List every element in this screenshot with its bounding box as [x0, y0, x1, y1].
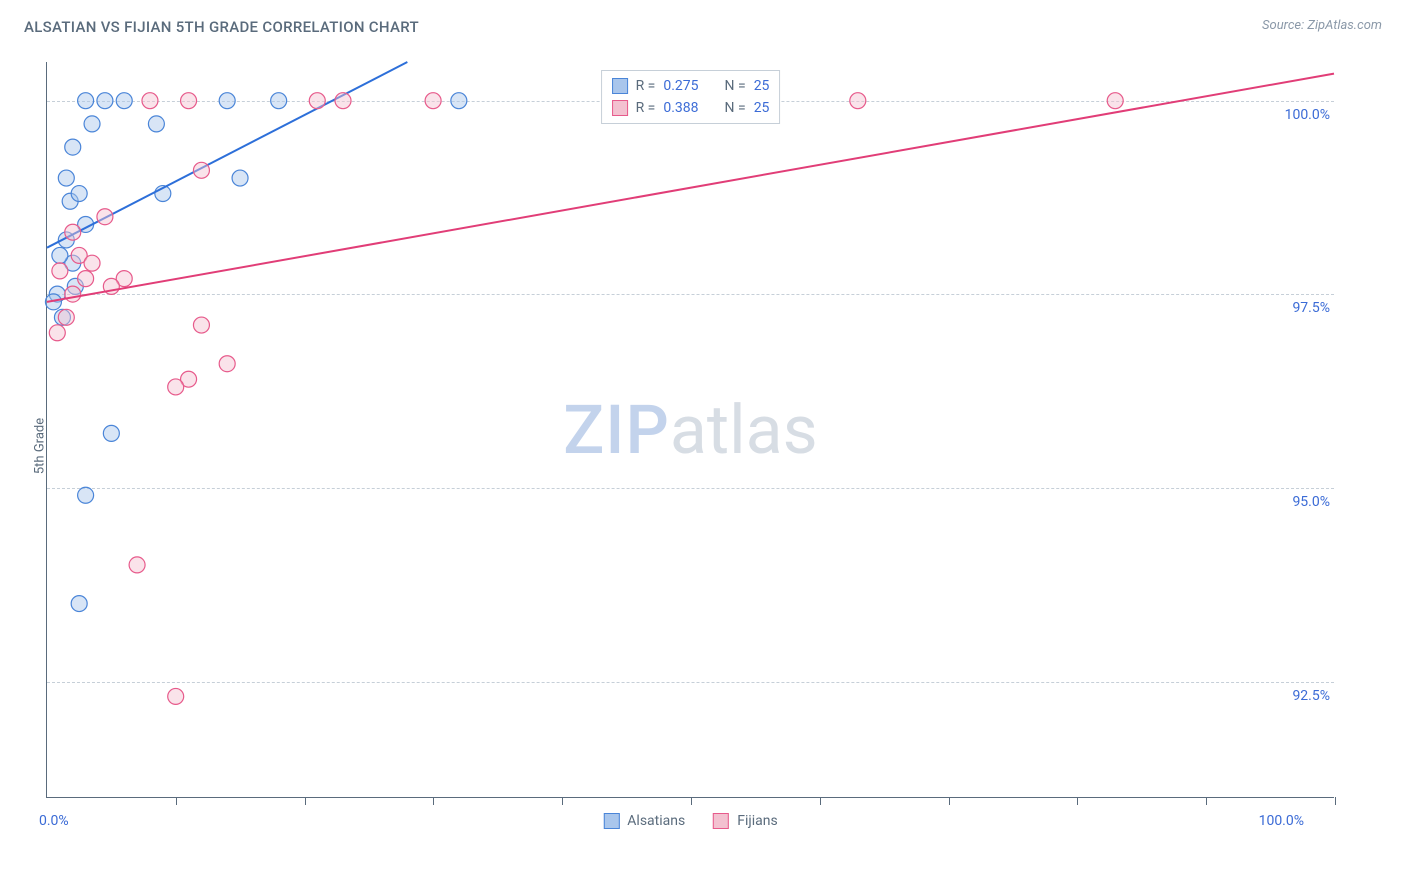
data-point[interactable] — [168, 379, 184, 395]
r-label: R = — [636, 100, 656, 116]
x-tick — [176, 797, 177, 805]
data-point[interactable] — [451, 93, 467, 109]
data-point[interactable] — [97, 209, 113, 225]
data-point[interactable] — [116, 93, 132, 109]
stats-row-fijians: R = 0.388 N = 25 — [612, 97, 770, 119]
r-value-alsatians: 0.275 — [663, 78, 698, 94]
data-point[interactable] — [71, 596, 87, 612]
chart-plot-area: ZIPatlas 92.5%95.0%97.5%100.0% R = 0.275… — [46, 62, 1334, 798]
x-tick — [305, 797, 306, 805]
n-label: N = — [725, 78, 746, 94]
n-value-fijians: 25 — [754, 100, 770, 116]
data-point[interactable] — [425, 93, 441, 109]
data-point[interactable] — [148, 116, 164, 132]
data-point[interactable] — [309, 93, 325, 109]
data-point[interactable] — [58, 309, 74, 325]
data-point[interactable] — [142, 93, 158, 109]
data-point[interactable] — [271, 93, 287, 109]
data-point[interactable] — [181, 93, 197, 109]
data-point[interactable] — [65, 286, 81, 302]
data-point[interactable] — [335, 93, 351, 109]
x-axis-min-label: 0.0% — [39, 813, 69, 829]
legend-label: Alsatians — [627, 813, 685, 829]
x-tick — [1077, 797, 1078, 805]
x-tick — [433, 797, 434, 805]
data-point[interactable] — [84, 255, 100, 271]
swatch-alsatians-icon — [603, 813, 619, 829]
legend-item-fijians[interactable]: Fijians — [713, 813, 777, 829]
x-axis-max-label: 100.0% — [1259, 813, 1304, 829]
x-tick — [691, 797, 692, 805]
data-point[interactable] — [78, 271, 94, 287]
legend-item-alsatians[interactable]: Alsatians — [603, 813, 685, 829]
source-attribution: Source: ZipAtlas.com — [1262, 18, 1382, 33]
chart-title: ALSATIAN VS FIJIAN 5TH GRADE CORRELATION… — [24, 18, 419, 36]
swatch-alsatians-icon — [612, 78, 628, 94]
data-point[interactable] — [97, 93, 113, 109]
swatch-fijians-icon — [713, 813, 729, 829]
data-point[interactable] — [193, 317, 209, 333]
data-point[interactable] — [71, 186, 87, 202]
bottom-legend: Alsatians Fijians — [603, 813, 777, 829]
correlation-stats-box: R = 0.275 N = 25 R = 0.388 N = 25 — [601, 70, 781, 124]
data-point[interactable] — [219, 356, 235, 372]
legend-label: Fijians — [737, 813, 777, 829]
scatter-svg — [47, 62, 1334, 797]
data-point[interactable] — [49, 325, 65, 341]
x-tick — [562, 797, 563, 805]
stats-row-alsatians: R = 0.275 N = 25 — [612, 75, 770, 97]
data-point[interactable] — [219, 93, 235, 109]
r-value-fijians: 0.388 — [663, 100, 698, 116]
x-tick — [1206, 797, 1207, 805]
data-point[interactable] — [78, 487, 94, 503]
data-point[interactable] — [58, 170, 74, 186]
swatch-fijians-icon — [612, 100, 628, 116]
data-point[interactable] — [103, 425, 119, 441]
r-label: R = — [636, 78, 656, 94]
data-point[interactable] — [84, 116, 100, 132]
data-point[interactable] — [65, 224, 81, 240]
data-point[interactable] — [1107, 93, 1123, 109]
n-value-alsatians: 25 — [754, 78, 770, 94]
data-point[interactable] — [168, 688, 184, 704]
n-label: N = — [725, 100, 746, 116]
data-point[interactable] — [129, 557, 145, 573]
data-point[interactable] — [232, 170, 248, 186]
data-point[interactable] — [78, 93, 94, 109]
data-point[interactable] — [52, 247, 68, 263]
x-tick — [949, 797, 950, 805]
x-tick — [1335, 797, 1336, 805]
data-point[interactable] — [65, 139, 81, 155]
x-tick — [820, 797, 821, 805]
data-point[interactable] — [52, 263, 68, 279]
data-point[interactable] — [850, 93, 866, 109]
data-point[interactable] — [193, 162, 209, 178]
